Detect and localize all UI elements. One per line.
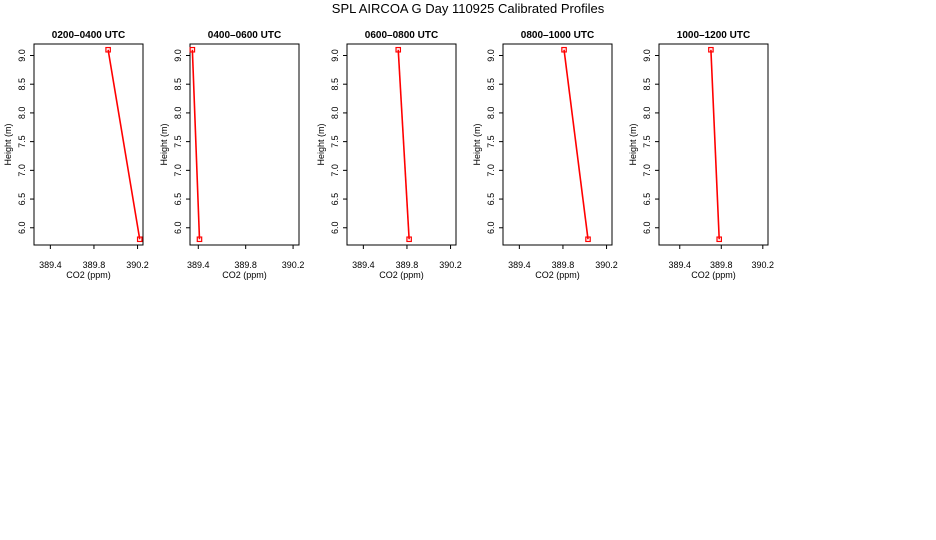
x-axis-label: CO2 (ppm): [691, 270, 736, 280]
series-line: [563, 49, 589, 240]
y-axis-label: Height (m): [3, 123, 13, 165]
y-tick-label: 9.0: [330, 49, 340, 62]
y-tick-label: 7.5: [642, 135, 652, 148]
data-point: [395, 46, 402, 53]
plot-frame: [658, 43, 769, 246]
chart-panel-4: 0800–1000 UTC 389.4 389.8 390.2 6.0 6.5 7.0 7.5…: [472, 30, 618, 280]
series-line: [397, 49, 410, 240]
y-tick-label: 8.5: [173, 78, 183, 91]
y-tick-label: 7.0: [642, 164, 652, 177]
y-tick-label: 9.0: [173, 49, 183, 62]
data-point: [585, 236, 591, 243]
y-tick-label: 8.5: [486, 78, 496, 91]
y-tick-label: 6.5: [17, 193, 27, 206]
x-tick-label: 389.4: [508, 260, 531, 270]
x-tick-label: 390.2: [439, 260, 462, 270]
y-tick-label: 6.0: [642, 222, 652, 235]
chart-panel-3: 0600–0800 UTC 389.4 389.8 390.2 6.0 6.5 7.0 7.5…: [316, 30, 462, 280]
x-tick-label: 389.8: [396, 260, 419, 270]
x-tick-label: 389.8: [234, 260, 257, 270]
data-point: [105, 46, 111, 53]
y-tick-label: 7.5: [17, 135, 27, 148]
series-line: [710, 49, 721, 240]
x-tick-label: 390.2: [595, 260, 618, 270]
chart-panel-2: 0400–0600 UTC 389.4 389.8 390.2 6.0 6.5 7.0 7.5…: [159, 30, 304, 280]
x-tick-label: 389.4: [668, 260, 691, 270]
x-axis-label: CO2 (ppm): [379, 270, 424, 280]
y-tick-label: 9.0: [17, 49, 27, 62]
y-tick-label: 7.5: [330, 135, 340, 148]
y-tick-label: 6.0: [330, 222, 340, 235]
y-axis-label: Height (m): [159, 123, 169, 165]
y-tick-label: 7.0: [17, 164, 27, 177]
page-title: SPL AIRCOA G Day 110925 Calibrated Profi…: [331, 1, 605, 16]
plot-frame: [502, 43, 613, 246]
x-tick-label: 389.4: [187, 260, 210, 270]
y-axis-label: Height (m): [316, 123, 326, 165]
plot-frame: [33, 43, 144, 246]
chart-panel-5: 1000–1200 UTC 389.4 389.8 390.2 6.0 6.5 7.0 7.5…: [628, 30, 774, 280]
y-tick-label: 6.0: [486, 222, 496, 235]
chart-title: 0200–0400 UTC: [52, 30, 125, 41]
y-tick-label: 8.5: [642, 78, 652, 91]
y-tick-label: 9.0: [486, 49, 496, 62]
x-tick-label: 389.8: [710, 260, 733, 270]
y-tick-label: 6.5: [486, 193, 496, 206]
y-tick-label: 7.0: [330, 164, 340, 177]
y-tick-label: 6.5: [330, 193, 340, 206]
x-tick-label: 390.2: [282, 260, 305, 270]
y-tick-label: 9.0: [642, 49, 652, 62]
x-tick-label: 389.8: [83, 260, 106, 270]
y-tick-label: 8.0: [330, 107, 340, 120]
data-point: [196, 236, 203, 243]
plot-frame: [346, 43, 457, 246]
chart-title: 1000–1200 UTC: [677, 30, 750, 41]
y-tick-label: 7.5: [486, 135, 496, 148]
y-axis-label: Height (m): [628, 123, 638, 165]
data-point: [716, 236, 723, 243]
data-point: [136, 236, 143, 243]
y-tick-label: 6.0: [173, 222, 183, 235]
y-tick-label: 7.0: [486, 164, 496, 177]
plot-frame: [189, 43, 300, 246]
chart-title: 0600–0800 UTC: [365, 30, 438, 41]
x-tick-label: 390.2: [752, 260, 775, 270]
x-axis-label: CO2 (ppm): [66, 270, 111, 280]
chart-title: 0400–0600 UTC: [208, 30, 281, 41]
x-tick-label: 389.8: [552, 260, 575, 270]
y-tick-label: 6.5: [173, 193, 183, 206]
x-tick-label: 389.4: [39, 260, 62, 270]
y-axis-label: Height (m): [472, 123, 482, 165]
y-tick-label: 8.5: [330, 78, 340, 91]
y-tick-label: 7.5: [173, 135, 183, 148]
data-point: [189, 46, 196, 53]
chart-panel-1: 0200–0400 UTC 389.4 389.8 390.2 6.0 6.5 7.0 7.5…: [3, 30, 149, 280]
series-line: [191, 49, 201, 240]
y-tick-label: 8.0: [17, 107, 27, 120]
y-tick-label: 6.5: [642, 193, 652, 206]
x-axis-label: CO2 (ppm): [222, 270, 267, 280]
x-axis-label: CO2 (ppm): [535, 270, 580, 280]
y-tick-label: 8.5: [17, 78, 27, 91]
y-tick-label: 8.0: [173, 107, 183, 120]
chart-title: 0800–1000 UTC: [521, 30, 594, 41]
y-tick-label: 8.0: [642, 107, 652, 120]
data-point: [561, 46, 567, 53]
data-point: [406, 236, 412, 243]
x-tick-label: 389.4: [352, 260, 375, 270]
y-tick-label: 7.0: [173, 164, 183, 177]
series-line: [107, 49, 141, 240]
x-tick-label: 390.2: [126, 260, 149, 270]
y-tick-label: 8.0: [486, 107, 496, 120]
y-tick-label: 6.0: [17, 222, 27, 235]
data-point: [708, 46, 714, 53]
